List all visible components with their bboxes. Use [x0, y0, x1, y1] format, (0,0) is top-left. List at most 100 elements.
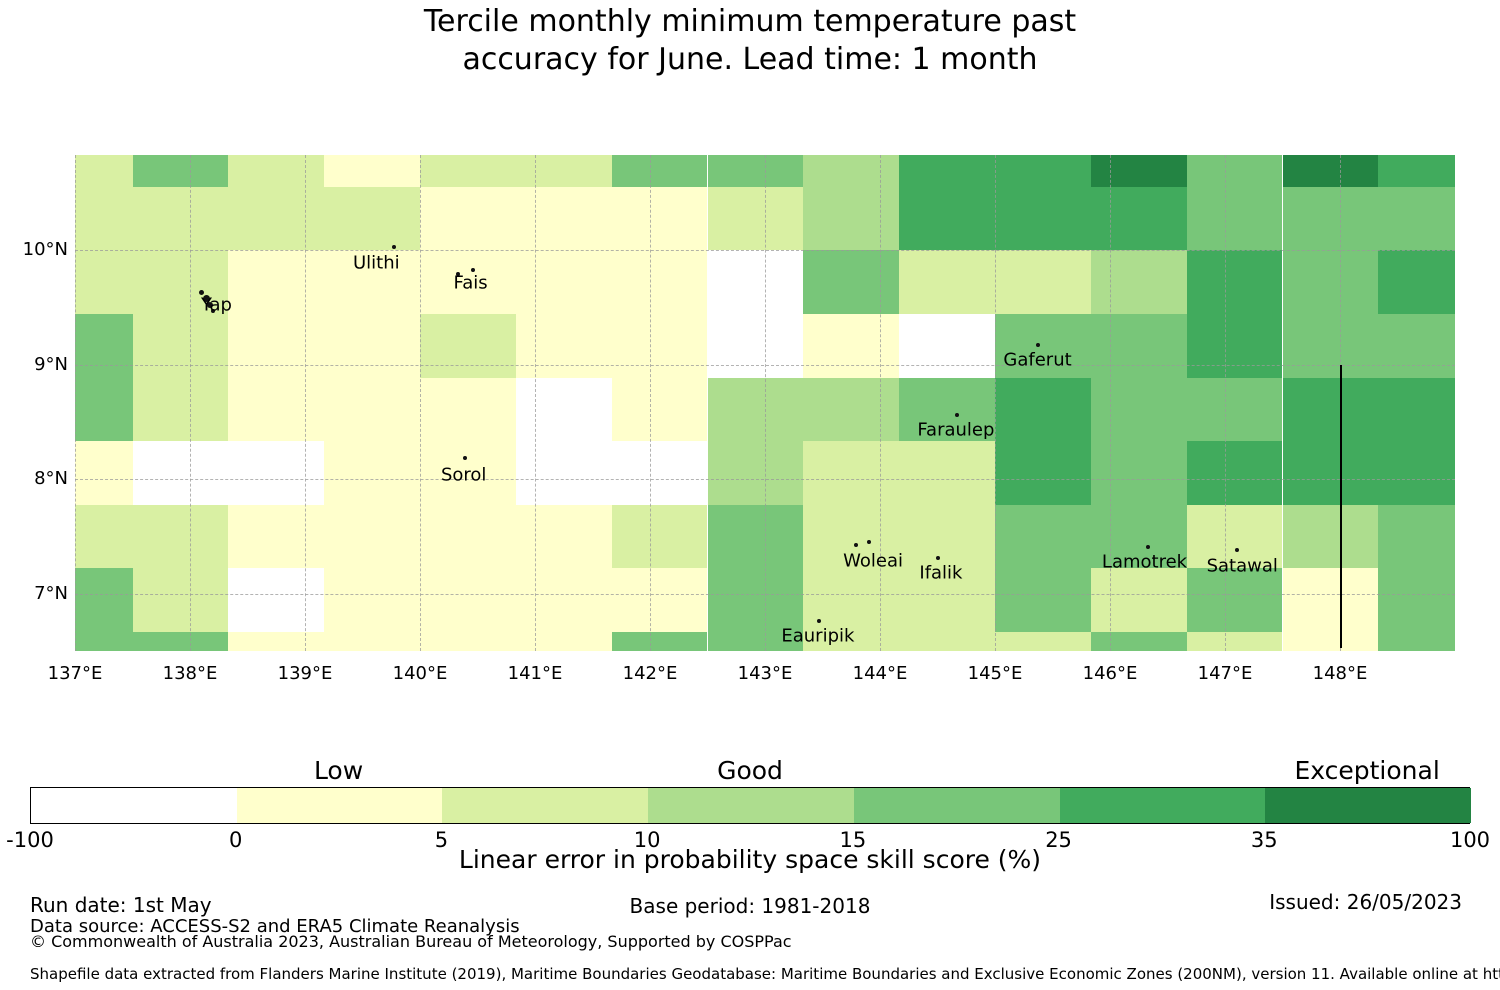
longitude-gridline — [880, 155, 881, 651]
colorbar-segment — [853, 788, 1060, 823]
heatmap-cell — [75, 631, 133, 651]
heatmap-cell — [611, 313, 708, 378]
heatmap-cell — [707, 441, 804, 505]
heatmap-cell — [132, 377, 229, 442]
heatmap-cell — [75, 441, 133, 505]
island-label-gaferut: Gaferut — [1003, 349, 1072, 371]
heatmap-cell — [515, 186, 612, 251]
island-marker-dot — [455, 272, 460, 277]
heatmap-cell — [1378, 250, 1455, 314]
heatmap-cell — [1186, 631, 1283, 651]
heatmap-cell — [707, 631, 804, 651]
heatmap-cell — [132, 186, 229, 251]
longitude-gridline — [75, 155, 76, 651]
island-marker-dot — [462, 455, 467, 460]
heatmap-cell — [1282, 631, 1379, 651]
island-label-fais: Fais — [453, 272, 488, 294]
heatmap-cell — [1090, 313, 1187, 378]
heatmap-cell — [707, 568, 804, 632]
heatmap-cell — [1378, 504, 1455, 569]
island-marker-dot — [1035, 343, 1040, 348]
heatmap-cell — [899, 504, 995, 569]
heatmap-cell — [515, 568, 612, 632]
heatmap-cell — [707, 250, 804, 314]
heatmap-cell — [899, 568, 995, 632]
base-period-text: Base period: 1981-2018 — [629, 894, 871, 918]
heatmap-cell — [132, 313, 229, 378]
heatmap-cell — [1282, 155, 1379, 187]
heatmap-cell — [324, 313, 420, 378]
heatmap-cell — [228, 186, 325, 251]
heatmap-cell — [611, 631, 708, 651]
longitude-gridline — [650, 155, 651, 651]
colorbar-segment — [1265, 788, 1471, 823]
heatmap-cell — [1282, 568, 1379, 632]
heatmap-cell — [228, 313, 325, 378]
colorbar-tick-label: 15 — [839, 828, 867, 852]
heatmap-cell — [899, 155, 995, 187]
heatmap-cell — [995, 155, 1091, 187]
heatmap-cell — [228, 441, 325, 505]
x-axis-tick-label: 141°E — [507, 663, 563, 684]
heatmap-cell — [515, 377, 612, 442]
longitude-gridline — [420, 155, 421, 651]
x-axis-tick-label: 145°E — [967, 663, 1023, 684]
heatmap-cell — [707, 504, 804, 569]
heatmap-cell — [420, 568, 516, 632]
heatmap-cell — [899, 631, 995, 651]
heatmap-cell — [707, 186, 804, 251]
island-marker-dot — [206, 302, 213, 309]
island-marker-dot — [391, 244, 396, 249]
heatmap-cell — [611, 186, 708, 251]
heatmap-cell — [324, 631, 420, 651]
island-label-ifalik: Ifalik — [919, 562, 963, 584]
island-label-faraulep: Faraulep — [917, 419, 995, 441]
x-axis-tick-label: 143°E — [737, 663, 793, 684]
island-marker-dot — [199, 290, 204, 296]
heatmap-cell — [228, 504, 325, 569]
heatmap-cell — [1378, 441, 1455, 505]
y-axis-tick-label: 7°N — [34, 582, 68, 604]
heatmap-cell — [995, 313, 1091, 378]
heatmap-cell — [803, 250, 900, 314]
issued-date-text: Issued: 26/05/2023 — [1269, 890, 1462, 914]
heatmap-cell — [803, 377, 900, 442]
heatmap-cell — [132, 568, 229, 632]
colorbar-category-label: Low — [313, 756, 364, 785]
y-axis-tick-label: 8°N — [34, 468, 68, 490]
x-axis-tick-label: 137°E — [47, 663, 103, 684]
colorbar-tick-label: 100 — [1449, 828, 1491, 852]
island-label-woleai: Woleai — [843, 550, 904, 572]
heatmap-cell — [324, 504, 420, 569]
heatmap-cell — [1090, 568, 1187, 632]
heatmap-cell — [1090, 504, 1187, 569]
island-marker-dot — [1234, 548, 1239, 553]
heatmap-cell — [515, 250, 612, 314]
heatmap-cell — [707, 377, 804, 442]
heatmap-cell — [611, 250, 708, 314]
heatmap-cell — [707, 155, 804, 187]
x-axis-tick-label: 148°E — [1312, 663, 1368, 684]
heatmap-cell — [899, 186, 995, 251]
heatmap-plot-area: Yap Ulithi Fais Sorol Gaferut Faraulep Woleai I… — [75, 155, 1455, 651]
island-marker-dot — [470, 267, 475, 272]
island-marker-dot — [1145, 544, 1150, 549]
island-label-ulithi: Ulithi — [352, 252, 400, 274]
heatmap-cell — [515, 441, 612, 505]
colorbar-segment — [442, 788, 649, 823]
longitude-gridline — [535, 155, 536, 651]
heatmap-cell — [803, 155, 900, 187]
x-axis-tick-label: 144°E — [852, 663, 908, 684]
latitude-gridline — [75, 479, 1455, 481]
heatmap-cell — [995, 250, 1091, 314]
heatmap-cell — [1282, 504, 1379, 569]
island-label-satawal: Satawal — [1206, 555, 1278, 577]
island-label-eauripik: Eauripik — [781, 625, 855, 647]
colorbar-tick-label: 35 — [1250, 828, 1278, 852]
chart-title-line2: accuracy for June. Lead time: 1 month — [462, 42, 1038, 77]
x-axis-tick-label: 142°E — [622, 663, 678, 684]
heatmap-cell — [1378, 313, 1455, 378]
colorbar-category-label: Good — [717, 756, 783, 785]
heatmap-cell — [1186, 441, 1283, 505]
heatmap-cell — [1090, 631, 1187, 651]
